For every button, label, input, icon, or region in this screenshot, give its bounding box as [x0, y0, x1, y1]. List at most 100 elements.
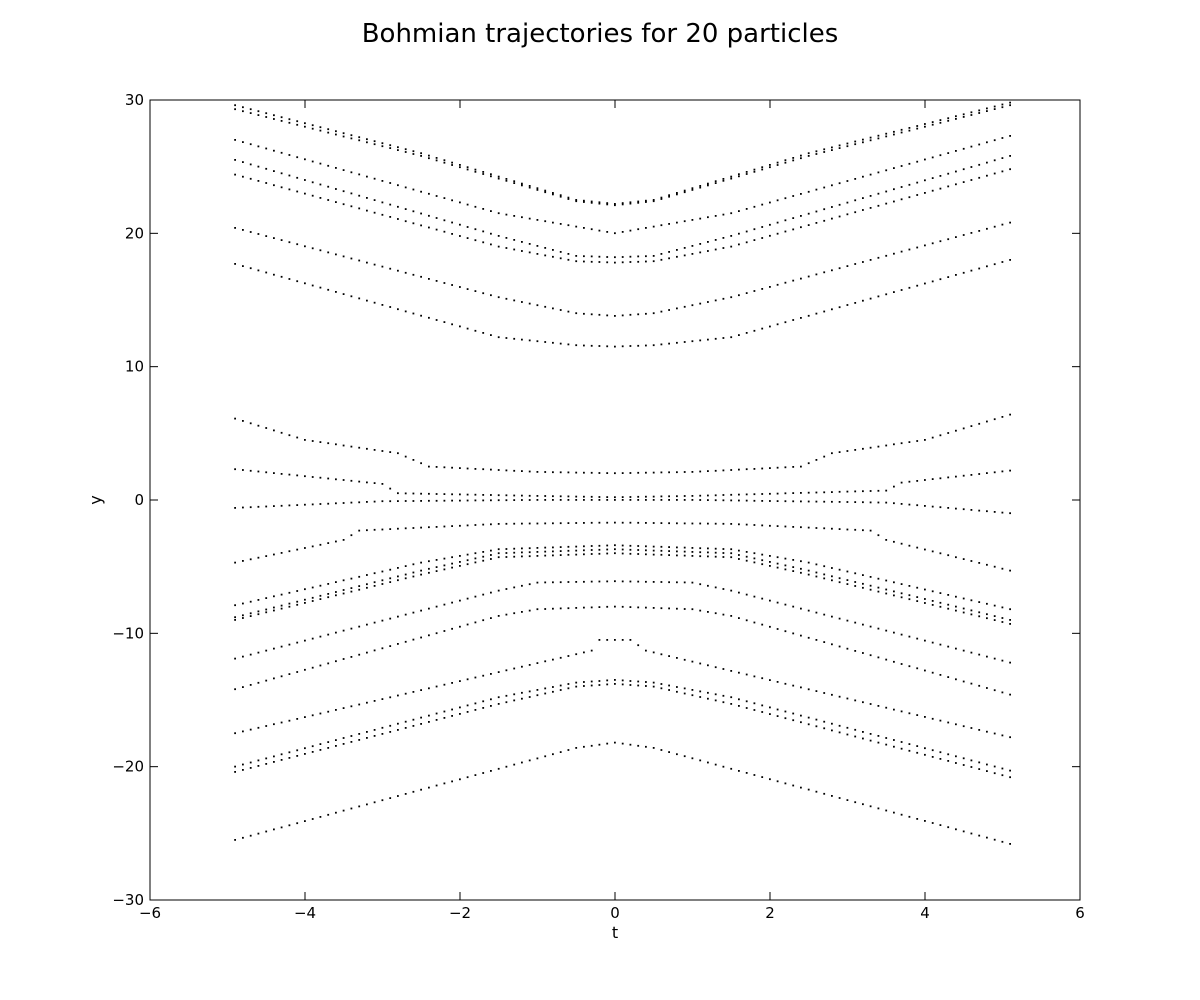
- trajectory-point: [792, 159, 795, 162]
- trajectory-point: [583, 260, 585, 263]
- trajectory-point: [691, 689, 694, 691]
- trajectory-point: [962, 271, 965, 274]
- trajectory-point: [916, 637, 919, 640]
- trajectory-point: [776, 715, 779, 717]
- trajectory-point: [482, 551, 485, 553]
- trajectory-point: [776, 164, 779, 166]
- trajectory-point: [699, 251, 702, 254]
- trajectory-point: [466, 553, 469, 556]
- trajectory-point: [342, 579, 345, 582]
- trajectory-point: [691, 471, 694, 473]
- trajectory-point: [792, 195, 795, 197]
- trajectory-point: [335, 631, 337, 634]
- trajectory-point: [962, 830, 965, 833]
- trajectory-point: [342, 502, 345, 504]
- trajectory-point: [916, 818, 919, 820]
- trajectory-point: [1001, 511, 1004, 514]
- trajectory-point: [373, 801, 376, 804]
- trajectory-point: [528, 470, 531, 473]
- trajectory-point: [265, 611, 268, 614]
- trajectory-point: [668, 495, 670, 498]
- trajectory-point: [862, 299, 864, 302]
- trajectory-point: [986, 602, 988, 605]
- trajectory-point: [893, 443, 895, 446]
- trajectory-point: [598, 680, 601, 682]
- trajectory-point: [885, 489, 888, 492]
- trajectory-point: [1009, 469, 1011, 472]
- trajectory-point: [451, 466, 453, 469]
- trajectory-point: [807, 462, 810, 465]
- trajectory-point: [234, 173, 236, 176]
- trajectory-point: [373, 449, 376, 451]
- trajectory-point: [381, 579, 384, 582]
- trajectory-point: [838, 182, 841, 185]
- trajectory-point: [490, 294, 492, 297]
- trajectory-point: [397, 795, 399, 797]
- trajectory-point: [924, 602, 926, 604]
- trajectory-point: [435, 570, 438, 572]
- trajectory-point: [962, 607, 965, 610]
- trajectory-point: [466, 203, 469, 206]
- trajectory-point: [319, 743, 322, 745]
- trajectory-point: [730, 235, 733, 237]
- trajectory-point: [583, 471, 585, 474]
- trajectory-point: [846, 201, 849, 204]
- trajectory-point: [621, 548, 624, 551]
- trajectory-point: [242, 614, 244, 617]
- trajectory-point: [683, 220, 686, 223]
- trajectory-point: [792, 719, 795, 722]
- trajectory-point: [482, 241, 485, 244]
- trajectory-point: [373, 581, 376, 584]
- trajectory-point: [823, 219, 826, 222]
- trajectory-point: [668, 251, 670, 253]
- trajectory-point: [815, 153, 818, 155]
- trajectory-point: [722, 297, 725, 300]
- trajectory-point: [629, 255, 632, 258]
- trajectory-point: [668, 751, 670, 753]
- trajectory-point: [993, 511, 996, 513]
- trajectory-point: [800, 500, 802, 503]
- trajectory-point: [1001, 416, 1004, 418]
- trajectory-point: [869, 733, 872, 735]
- trajectory-point: [490, 549, 492, 552]
- trajectory-point: [1001, 157, 1004, 159]
- trajectory-point: [807, 190, 810, 193]
- trajectory-point: [350, 171, 353, 174]
- trajectory-point: [583, 199, 585, 202]
- trajectory-point: [428, 571, 430, 574]
- trajectory-point: [970, 766, 973, 768]
- trajectory-point: [234, 108, 236, 111]
- trajectory-point: [614, 552, 616, 555]
- trajectory-point: [769, 223, 771, 226]
- trajectory-point: [800, 277, 802, 280]
- trajectory-point: [846, 697, 849, 700]
- trajectory-point: [707, 494, 709, 497]
- trajectory-point: [931, 156, 934, 159]
- trajectory-point: [738, 671, 740, 674]
- trajectory-point: [869, 584, 872, 587]
- trajectory-point: [955, 170, 957, 173]
- trajectory-point: [404, 527, 407, 530]
- trajectory-point: [536, 189, 539, 191]
- trajectory-point: [738, 705, 740, 707]
- trajectory-point: [575, 499, 578, 501]
- trajectory-point: [614, 203, 616, 205]
- trajectory-point: [738, 334, 740, 336]
- trajectory-point: [761, 524, 764, 527]
- trajectory-point: [404, 577, 407, 580]
- trajectory-point: [955, 762, 957, 764]
- trajectory-point: [404, 186, 407, 189]
- trajectory-point: [1001, 767, 1004, 770]
- trajectory-point: [443, 230, 446, 233]
- trajectory-point: [668, 554, 670, 556]
- trajectory-point: [699, 555, 702, 558]
- trajectory-point: [637, 606, 640, 609]
- trajectory-point: [521, 584, 523, 587]
- trajectory-point: [443, 197, 446, 199]
- trajectory-point: [296, 641, 299, 644]
- trajectory-point: [397, 452, 399, 455]
- trajectory-point: [544, 550, 547, 553]
- trajectory-point: [575, 200, 578, 203]
- trajectory-point: [342, 592, 345, 595]
